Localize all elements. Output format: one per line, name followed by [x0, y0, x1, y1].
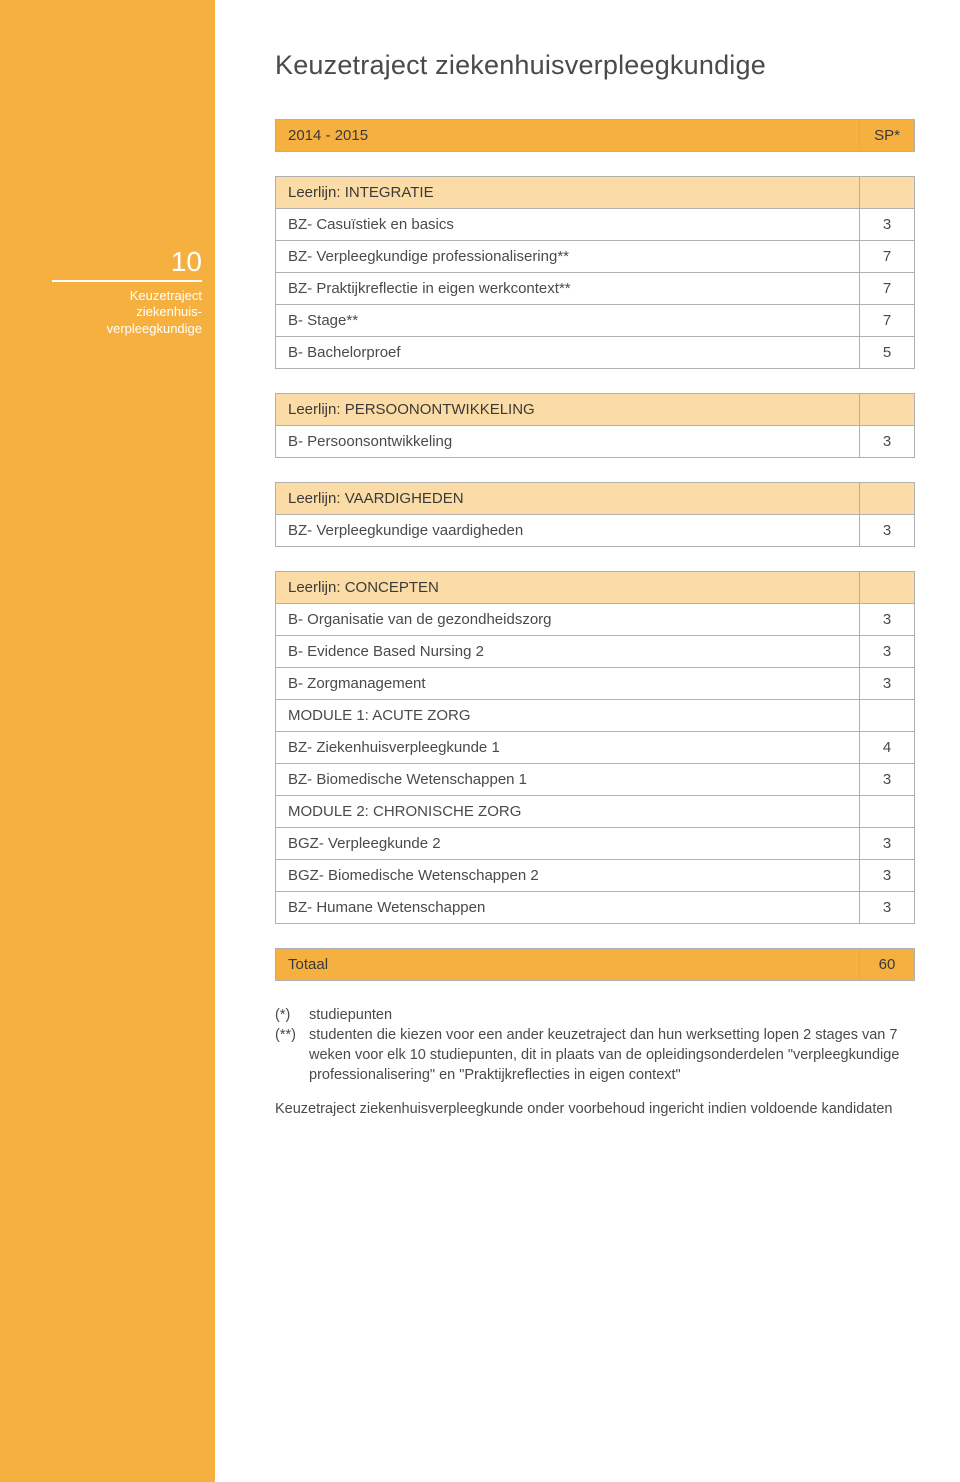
sidebar-line3: verpleegkundige: [107, 321, 202, 336]
vaardigheden-header: Leerlijn: VAARDIGHEDEN: [276, 483, 915, 515]
sidebar: 10 Keuzetraject ziekenhuis- verpleegkund…: [0, 0, 215, 1482]
row-value: [860, 796, 915, 828]
row-label: BZ- Ziekenhuisverpleegkunde 1: [276, 732, 860, 764]
row-value: 4: [860, 732, 915, 764]
row-value: 3: [860, 426, 915, 458]
vaardigheden-table: Leerlijn: VAARDIGHEDEN BZ- Verpleegkundi…: [275, 482, 915, 547]
totaal-table: Totaal 60: [275, 948, 915, 981]
row-value: [860, 700, 915, 732]
sidebar-divider: [52, 280, 202, 282]
row-value: 3: [860, 764, 915, 796]
sidebar-text: Keuzetraject ziekenhuis- verpleegkundige: [52, 288, 202, 337]
sidebar-line2: ziekenhuis-: [136, 304, 202, 319]
year-label: 2014 - 2015: [276, 120, 860, 152]
row-value: 7: [860, 305, 915, 337]
persoon-table: Leerlijn: PERSOONONTWIKKELING B- Persoon…: [275, 393, 915, 458]
row-label: B- Persoonsontwikkeling: [276, 426, 860, 458]
table-row: BZ- Humane Wetenschappen3: [276, 892, 915, 924]
page-title: Keuzetraject ziekenhuisverpleegkundige: [275, 50, 915, 81]
row-value: 3: [860, 636, 915, 668]
footnote-2-mark: (**): [275, 1025, 309, 1085]
page: 10 Keuzetraject ziekenhuis- verpleegkund…: [0, 0, 960, 1482]
row-label: MODULE 2: CHRONISCHE ZORG: [276, 796, 860, 828]
row-label: BGZ- Verpleegkunde 2: [276, 828, 860, 860]
sidebar-line1: Keuzetraject: [130, 288, 202, 303]
table-row: B- Evidence Based Nursing 23: [276, 636, 915, 668]
totaal-value: 60: [860, 949, 915, 981]
row-label: BZ- Casuïstiek en basics: [276, 209, 860, 241]
row-value: 7: [860, 241, 915, 273]
table-row: BZ- Biomedische Wetenschappen 13: [276, 764, 915, 796]
totaal-row: Totaal 60: [276, 949, 915, 981]
integratie-table: Leerlijn: INTEGRATIE BZ- Casuïstiek en b…: [275, 176, 915, 369]
closing-note: Keuzetraject ziekenhuisverpleegkunde ond…: [275, 1099, 915, 1119]
concepten-header: Leerlijn: CONCEPTEN: [276, 572, 915, 604]
table-row: B- Stage**7: [276, 305, 915, 337]
table-row: BGZ- Verpleegkunde 23: [276, 828, 915, 860]
integratie-header-val: [860, 177, 915, 209]
row-value: 3: [860, 828, 915, 860]
concepten-header-label: Leerlijn: CONCEPTEN: [276, 572, 860, 604]
row-value: 3: [860, 892, 915, 924]
row-label: B- Organisatie van de gezondheidszorg: [276, 604, 860, 636]
integratie-header: Leerlijn: INTEGRATIE: [276, 177, 915, 209]
footnote-2-text: studenten die kiezen voor een ander keuz…: [309, 1025, 915, 1085]
persoon-header-label: Leerlijn: PERSOONONTWIKKELING: [276, 394, 860, 426]
row-label: B- Zorgmanagement: [276, 668, 860, 700]
table-row: B- Persoonsontwikkeling3: [276, 426, 915, 458]
table-row: MODULE 1: ACUTE ZORG: [276, 700, 915, 732]
table-row: BZ- Casuïstiek en basics3: [276, 209, 915, 241]
footnote-1-text: studiepunten: [309, 1005, 392, 1025]
table-row: BZ- Praktijkreflectie in eigen werkconte…: [276, 273, 915, 305]
row-value: 3: [860, 668, 915, 700]
row-label: B- Bachelorproef: [276, 337, 860, 369]
concepten-header-val: [860, 572, 915, 604]
persoon-header: Leerlijn: PERSOONONTWIKKELING: [276, 394, 915, 426]
row-label: BZ- Praktijkreflectie in eigen werkconte…: [276, 273, 860, 305]
table-row: B- Organisatie van de gezondheidszorg3: [276, 604, 915, 636]
row-label: B- Stage**: [276, 305, 860, 337]
footnote-2: (**) studenten die kiezen voor een ander…: [275, 1025, 915, 1085]
sidebar-label: 10 Keuzetraject ziekenhuis- verpleegkund…: [52, 248, 202, 337]
totaal-label: Totaal: [276, 949, 860, 981]
table-row: BGZ- Biomedische Wetenschappen 23: [276, 860, 915, 892]
row-value: 5: [860, 337, 915, 369]
year-row: 2014 - 2015 SP*: [276, 120, 915, 152]
row-value: 3: [860, 604, 915, 636]
row-label: B- Evidence Based Nursing 2: [276, 636, 860, 668]
table-row: MODULE 2: CHRONISCHE ZORG: [276, 796, 915, 828]
row-label: BZ- Verpleegkundige professionalisering*…: [276, 241, 860, 273]
footnote-1-mark: (*): [275, 1005, 309, 1025]
row-label: BZ- Verpleegkundige vaardigheden: [276, 515, 860, 547]
vaardigheden-header-val: [860, 483, 915, 515]
row-value: 3: [860, 515, 915, 547]
footnotes: (*) studiepunten (**) studenten die kiez…: [275, 1005, 915, 1119]
row-label: BZ- Humane Wetenschappen: [276, 892, 860, 924]
year-value: SP*: [860, 120, 915, 152]
footnote-1: (*) studiepunten: [275, 1005, 915, 1025]
table-row: BZ- Verpleegkundige vaardigheden3: [276, 515, 915, 547]
table-row: BZ- Verpleegkundige professionalisering*…: [276, 241, 915, 273]
row-label: BZ- Biomedische Wetenschappen 1: [276, 764, 860, 796]
row-value: 3: [860, 209, 915, 241]
table-row: B- Bachelorproef5: [276, 337, 915, 369]
row-value: 7: [860, 273, 915, 305]
vaardigheden-header-label: Leerlijn: VAARDIGHEDEN: [276, 483, 860, 515]
integratie-header-label: Leerlijn: INTEGRATIE: [276, 177, 860, 209]
page-number: 10: [52, 248, 202, 276]
table-row: BZ- Ziekenhuisverpleegkunde 14: [276, 732, 915, 764]
row-value: 3: [860, 860, 915, 892]
row-label: BGZ- Biomedische Wetenschappen 2: [276, 860, 860, 892]
persoon-header-val: [860, 394, 915, 426]
row-label: MODULE 1: ACUTE ZORG: [276, 700, 860, 732]
year-table: 2014 - 2015 SP*: [275, 119, 915, 152]
content: Keuzetraject ziekenhuisverpleegkundige 2…: [215, 0, 960, 1482]
table-row: B- Zorgmanagement3: [276, 668, 915, 700]
concepten-table: Leerlijn: CONCEPTEN B- Organisatie van d…: [275, 571, 915, 924]
